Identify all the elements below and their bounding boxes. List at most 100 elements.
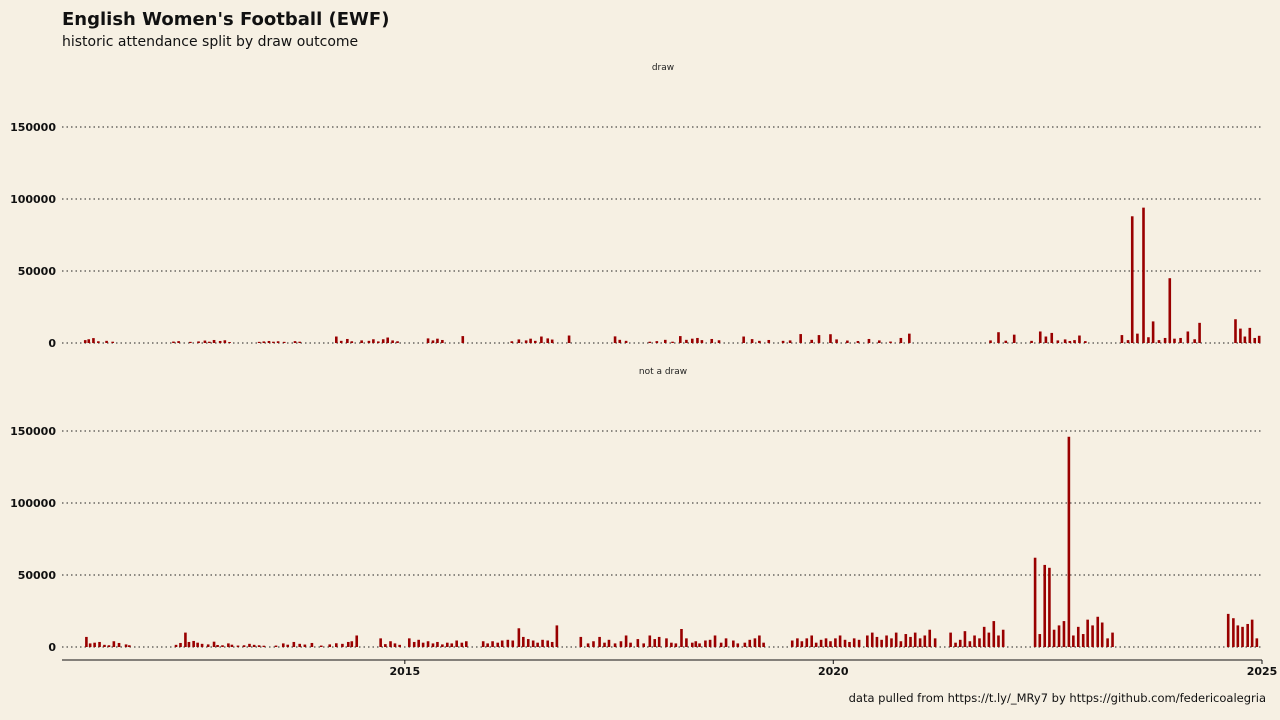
bar	[257, 341, 261, 343]
bar	[810, 635, 814, 647]
bar	[1062, 621, 1066, 647]
bar	[500, 640, 504, 647]
bar	[724, 638, 728, 647]
bar	[529, 338, 532, 343]
bar	[421, 642, 425, 647]
bar	[894, 632, 898, 647]
bar	[987, 632, 991, 647]
bar	[618, 339, 622, 343]
bar	[350, 341, 354, 343]
bar	[790, 640, 794, 647]
chart-caption: data pulled from https://t.ly/_MRy7 by h…	[848, 691, 1266, 705]
bar	[814, 642, 818, 647]
bar	[506, 639, 510, 647]
bar	[445, 642, 449, 647]
bar	[1248, 327, 1252, 343]
bar	[85, 636, 88, 647]
bar	[97, 341, 100, 343]
bar	[648, 341, 652, 343]
bar	[567, 335, 571, 343]
bar	[517, 339, 521, 343]
bar	[531, 640, 535, 647]
bar	[835, 339, 838, 343]
bar	[1239, 328, 1242, 343]
bar	[1106, 638, 1109, 647]
bar	[890, 638, 893, 647]
bar	[857, 639, 861, 647]
bar	[1226, 613, 1230, 647]
facet-label: not a draw	[639, 367, 687, 377]
chart-subtitle: historic attendance split by draw outcom…	[62, 34, 359, 50]
bar	[346, 641, 350, 647]
bar	[1255, 638, 1259, 647]
bar	[335, 336, 338, 343]
bar	[700, 340, 704, 343]
bar	[758, 635, 761, 647]
bar	[92, 338, 95, 343]
bar	[117, 642, 121, 647]
bar	[1100, 622, 1104, 647]
bar	[1126, 340, 1130, 343]
bar	[221, 645, 224, 647]
bar	[870, 632, 874, 647]
bar	[550, 641, 554, 647]
bar	[1073, 340, 1076, 343]
bar	[657, 636, 661, 647]
bar	[1111, 632, 1114, 647]
bar	[450, 643, 454, 647]
bar	[829, 641, 832, 647]
bar	[192, 640, 195, 647]
bar	[1179, 337, 1182, 343]
bar	[1050, 332, 1054, 343]
bar	[648, 635, 652, 647]
bar	[713, 635, 717, 647]
bar	[1063, 339, 1067, 343]
bar	[607, 639, 611, 647]
bar	[885, 635, 888, 647]
x-tick-label: 2020	[818, 665, 849, 678]
bar	[997, 332, 1000, 343]
bar	[1236, 625, 1240, 647]
bar	[696, 337, 699, 343]
y-tick-label: 100000	[10, 193, 56, 206]
bar	[465, 641, 468, 647]
bar	[767, 339, 771, 343]
bar	[889, 341, 892, 343]
bar	[909, 636, 912, 647]
bar	[694, 641, 698, 647]
bar	[810, 339, 814, 343]
bar	[282, 341, 286, 343]
bar	[698, 643, 701, 647]
bar	[328, 644, 332, 647]
bar	[982, 626, 986, 647]
bar	[1130, 216, 1134, 343]
bar	[436, 641, 439, 647]
bar	[128, 645, 131, 647]
bar	[522, 636, 525, 647]
bar	[187, 641, 191, 647]
bar	[197, 341, 200, 343]
bar	[685, 339, 688, 343]
y-tick-label: 150000	[10, 121, 56, 134]
bar	[281, 643, 285, 647]
bar	[550, 339, 554, 343]
bar	[1168, 278, 1172, 343]
bar	[781, 340, 785, 343]
bar	[671, 341, 674, 343]
bar	[267, 340, 271, 343]
bar	[1186, 331, 1190, 343]
bar	[1067, 436, 1071, 647]
bar	[510, 341, 514, 343]
bar	[904, 634, 908, 647]
bar	[360, 340, 363, 343]
bar	[257, 645, 261, 647]
bar	[1078, 335, 1081, 343]
bar	[436, 338, 439, 343]
bar	[272, 341, 275, 343]
bar	[189, 341, 192, 343]
bar	[913, 632, 917, 647]
bar	[396, 341, 399, 343]
bar	[867, 338, 871, 343]
bar	[228, 341, 231, 343]
bar	[236, 645, 240, 647]
